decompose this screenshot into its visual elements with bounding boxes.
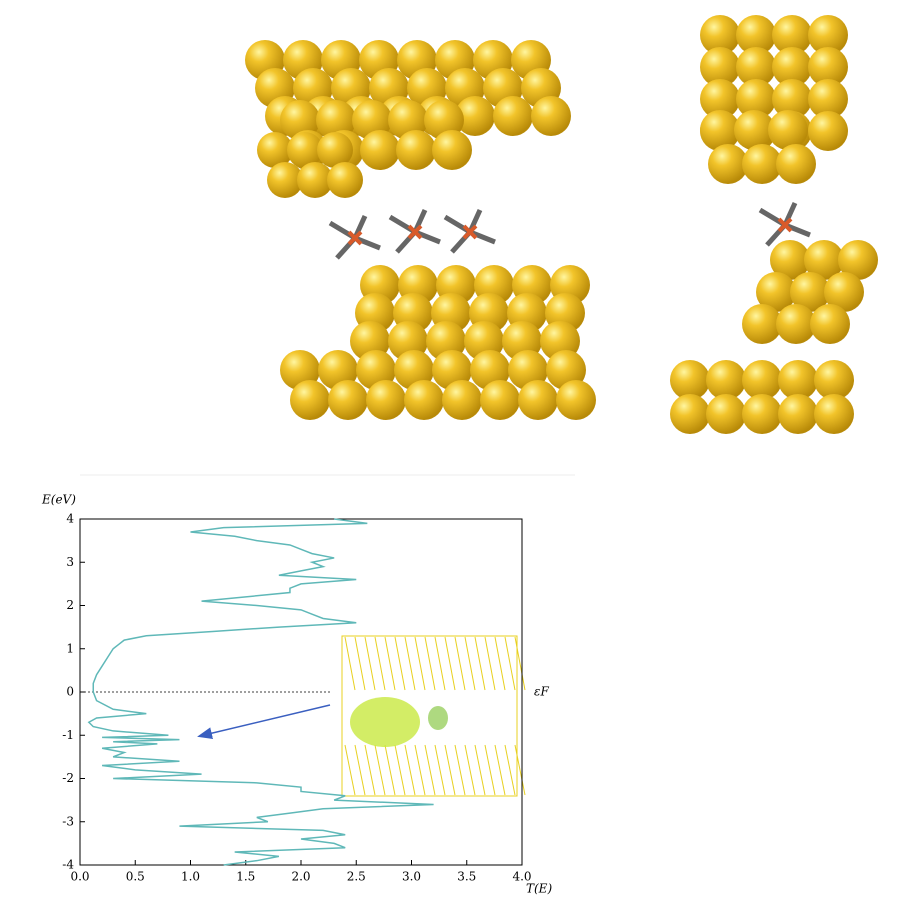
gold-atom [360, 130, 400, 170]
inset-lattice [455, 745, 465, 795]
inset-lattice [435, 745, 445, 795]
inset-lattice [485, 745, 495, 795]
x-tick-label: 3.0 [402, 870, 421, 884]
inset-lattice [415, 637, 425, 690]
gold-atom [742, 394, 782, 434]
figure: -4-3-2-1012340.00.51.01.52.02.53.03.54.0… [0, 0, 907, 895]
gold-atom [814, 394, 854, 434]
gold-atom [327, 162, 363, 198]
inset-lattice [475, 745, 485, 795]
x-tick-label: 2.5 [347, 870, 366, 884]
y-tick-label: -2 [62, 771, 74, 785]
inset-lattice [355, 745, 365, 795]
gold-atom [776, 144, 816, 184]
y-axis-label: E(eV) [41, 493, 76, 507]
y-tick-label: 0 [66, 685, 74, 699]
gold-atom [396, 130, 436, 170]
gold-atom [432, 130, 472, 170]
x-tick-label: 2.0 [291, 870, 310, 884]
inset-rendering [342, 636, 525, 796]
inset-lattice [345, 637, 355, 690]
gold-atom [493, 96, 533, 136]
gold-atom [366, 380, 406, 420]
inset-lattice [475, 637, 485, 690]
x-tick-label: 0.0 [70, 870, 89, 884]
gold-atom [290, 380, 330, 420]
inset-lattice [385, 745, 395, 795]
inset-lattice [465, 637, 475, 690]
inset-lattice [495, 637, 505, 690]
inset-lattice [405, 637, 415, 690]
inset-lattice [365, 745, 375, 795]
x-tick-label: 3.5 [457, 870, 476, 884]
inset-lattice [495, 745, 505, 795]
gold-atom [768, 110, 808, 150]
inset-lattice [415, 745, 425, 795]
inset-lattice [425, 745, 435, 795]
inset-lattice [445, 745, 455, 795]
inset-lattice [345, 745, 355, 795]
gold-atom [810, 304, 850, 344]
x-tick-label: 1.0 [181, 870, 200, 884]
molecular-rendering [245, 15, 878, 434]
inset-lattice [465, 745, 475, 795]
inset-lattice [505, 637, 515, 690]
inset-lattice [445, 637, 455, 690]
inset-lattice [395, 637, 405, 690]
gold-atom [808, 111, 848, 151]
x-tick-label: 0.5 [126, 870, 145, 884]
x-axis-label: T(E) [526, 882, 552, 896]
inset-lattice [375, 745, 385, 795]
inset-lattice [385, 637, 395, 690]
inset-lattice [435, 637, 445, 690]
inset-lattice [365, 637, 375, 690]
gold-atom [556, 380, 596, 420]
y-tick-label: 1 [66, 641, 74, 655]
gold-atom [480, 380, 520, 420]
gold-atom [706, 394, 746, 434]
inset-lattice [395, 745, 405, 795]
gold-atom [404, 380, 444, 420]
gold-atom [531, 96, 571, 136]
y-tick-label: 4 [66, 512, 74, 526]
orbital [428, 706, 448, 730]
arrow [200, 705, 330, 736]
y-tick-label: -1 [62, 728, 74, 742]
x-tick-label: 1.5 [236, 870, 255, 884]
inset-lattice [455, 637, 465, 690]
gold-atom [778, 394, 818, 434]
gold-atom [328, 380, 368, 420]
y-tick-label: 3 [66, 555, 74, 569]
orbital [350, 697, 420, 747]
inset-lattice [375, 637, 385, 690]
inset-lattice [355, 637, 365, 690]
inset-lattice [505, 745, 515, 795]
y-tick-label: -3 [62, 814, 74, 828]
y-tick-label: 2 [66, 598, 74, 612]
inset-lattice [405, 745, 415, 795]
gold-atom [442, 380, 482, 420]
fermi-label: εF [534, 685, 549, 699]
inset-lattice [425, 637, 435, 690]
transmission-plot: -4-3-2-1012340.00.51.01.52.02.53.03.54.0… [41, 493, 552, 896]
inset-lattice [485, 637, 495, 690]
gold-atom [670, 394, 710, 434]
gold-atom [518, 380, 558, 420]
